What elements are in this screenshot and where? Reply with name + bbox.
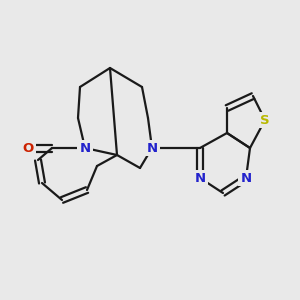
Text: S: S	[260, 113, 270, 127]
Text: N: N	[240, 172, 252, 184]
Text: N: N	[80, 142, 91, 154]
Text: N: N	[146, 142, 158, 154]
Text: N: N	[194, 172, 206, 184]
Text: O: O	[22, 142, 34, 154]
